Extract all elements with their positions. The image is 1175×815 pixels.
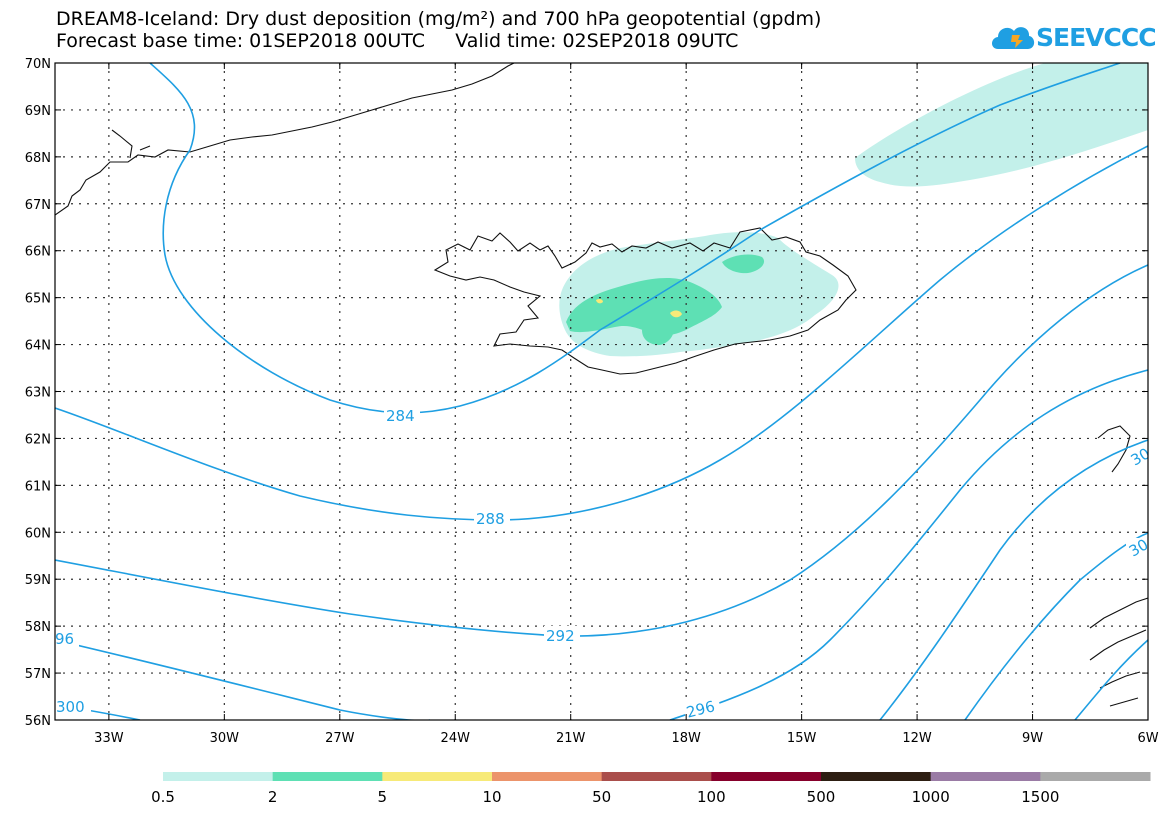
- contour-label-296-west: 96: [55, 630, 74, 648]
- dust-area-northeast: [855, 63, 1148, 187]
- plot-area: 284 288 292 296 300 96 30 30: [55, 63, 1154, 721]
- logo-text: SEEVCCC: [1036, 23, 1157, 52]
- lat-label: 61N: [25, 479, 51, 494]
- legend-swatch: [272, 772, 383, 781]
- contour-label-296: 296: [685, 697, 717, 721]
- map-title-line1: DREAM8-Iceland: Dry dust deposition (mg/…: [56, 8, 822, 30]
- contour-label-292: 292: [546, 627, 575, 645]
- contour-label-304-east: 30: [1126, 535, 1152, 560]
- coastline-greenland: [55, 63, 515, 216]
- legend-swatch: [930, 772, 1041, 781]
- lat-label: 68N: [25, 151, 51, 166]
- legend-swatch: [601, 772, 712, 781]
- dust-spot-level3: [670, 310, 682, 318]
- lat-label: 56N: [25, 714, 51, 729]
- lon-label: 12W: [902, 731, 932, 746]
- lon-label: 9W: [1022, 731, 1043, 746]
- coastline-greenland-inner: [111, 129, 151, 159]
- coastline-faroes-shetland: [1089, 425, 1148, 707]
- cloud-logo-icon: [992, 27, 1035, 49]
- lon-label: 30W: [210, 731, 240, 746]
- lat-label: 70N: [25, 57, 51, 72]
- legend-label: 5: [378, 788, 388, 806]
- graticule: [55, 63, 1148, 720]
- contour-292: [55, 264, 1148, 637]
- contour-label-284: 284: [386, 407, 415, 425]
- dust-area-level2-east: [722, 254, 765, 274]
- legend-swatch: [382, 772, 493, 781]
- lat-label: 60N: [25, 526, 51, 541]
- legend-label: 2: [268, 788, 278, 806]
- dust-area-level2-west: [566, 278, 722, 336]
- lat-label: 58N: [25, 620, 51, 635]
- lat-label: 65N: [25, 292, 51, 307]
- axis-ticks: [55, 62, 1149, 721]
- lon-label: 27W: [325, 731, 355, 746]
- contour-308: [1074, 639, 1148, 720]
- lon-label: 33W: [94, 731, 124, 746]
- legend-swatch: [821, 772, 932, 781]
- dust-area-level2-center: [642, 320, 674, 345]
- coastline-iceland: [433, 227, 857, 375]
- legend-label: 500: [807, 788, 836, 806]
- legend-label: 1000: [912, 788, 950, 806]
- contour-labels: 284 288 292 296 300 96 30 30: [55, 406, 1154, 721]
- lat-label: 69N: [25, 104, 51, 119]
- lat-label: 62N: [25, 432, 51, 447]
- dust-spot-level3-small: [596, 298, 603, 304]
- legend-colorbar: [163, 772, 1151, 781]
- contour-296: [55, 369, 1148, 720]
- legend-swatch: [492, 772, 603, 781]
- contour-284: [149, 63, 1121, 414]
- lon-label: 18W: [671, 731, 701, 746]
- legend-swatch: [1040, 772, 1151, 781]
- lat-label: 64N: [25, 339, 51, 354]
- seevccc-logo: SEEVCCC: [990, 19, 1157, 59]
- legend-label: 1500: [1021, 788, 1059, 806]
- legend-label: 50: [592, 788, 611, 806]
- contour-300: [55, 439, 1148, 720]
- lat-label: 66N: [25, 245, 51, 260]
- legend-label: 10: [482, 788, 501, 806]
- lat-label: 57N: [25, 667, 51, 682]
- lon-label: 15W: [787, 731, 817, 746]
- latitude-labels: 70N 69N 68N 67N 66N 65N 64N 63N 62N 61N 60N 59N 58N 5…: [25, 57, 51, 729]
- geopotential-contours: [55, 63, 1148, 720]
- legend-swatch: [711, 772, 822, 781]
- legend-swatch: [163, 772, 274, 781]
- lon-label: 21W: [556, 731, 586, 746]
- contour-label-300: 300: [56, 698, 85, 716]
- lon-label: 24W: [441, 731, 471, 746]
- legend-labels: 0.5 2 5 10 50 100 500 1000 1500: [151, 788, 1059, 806]
- lat-label: 59N: [25, 573, 51, 588]
- contour-label-288: 288: [476, 510, 505, 528]
- legend-label: 0.5: [151, 788, 175, 806]
- lat-label: 67N: [25, 198, 51, 213]
- coastlines: [55, 63, 1148, 707]
- contour-label-300-east: 30: [1128, 444, 1154, 469]
- lat-label: 63N: [25, 386, 51, 401]
- legend-label: 100: [697, 788, 726, 806]
- map-title-line2: Forecast base time: 01SEP2018 00UTC Vali…: [56, 30, 739, 52]
- lon-label: 6W: [1137, 731, 1158, 746]
- contour-288: [55, 145, 1148, 521]
- longitude-labels: 33W 30W 27W 24W 21W 18W 15W 12W 9W 6W: [94, 731, 1159, 746]
